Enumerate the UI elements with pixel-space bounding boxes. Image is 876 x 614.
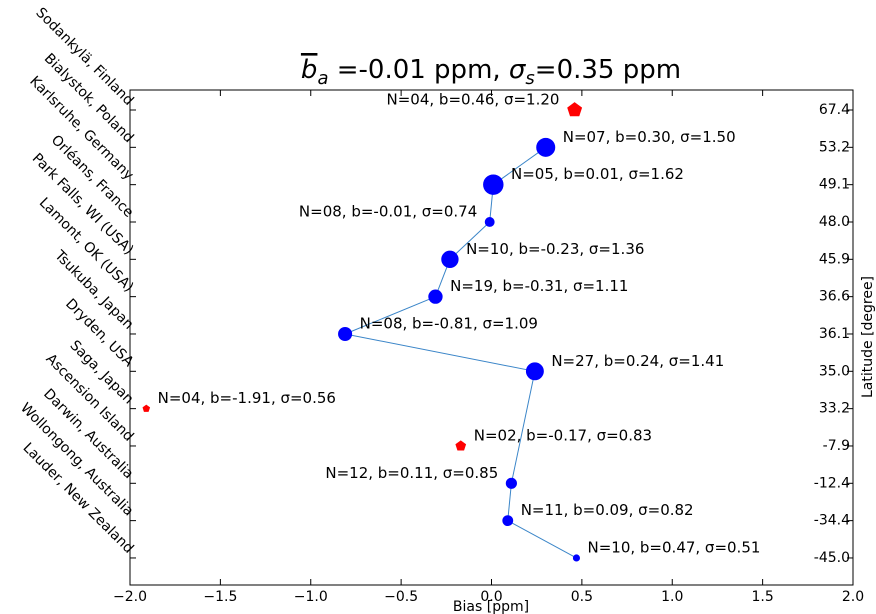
point-label: N=05, b=0.01, σ=1.62 xyxy=(511,165,684,183)
point-label: N=12, b=0.11, σ=0.85 xyxy=(325,464,498,482)
y2-tick-label: 67.4 xyxy=(819,102,850,118)
point-label: N=04, b=0.46, σ=1.20 xyxy=(387,91,560,109)
y2-tick-label: 48.0 xyxy=(819,214,850,230)
title-part: =0.35 ppm xyxy=(535,55,681,85)
connector-line xyxy=(493,146,547,186)
point-label: N=10, b=0.47, σ=0.51 xyxy=(588,538,761,556)
y2-tick-label: 53.2 xyxy=(819,139,850,155)
point xyxy=(502,515,514,527)
point xyxy=(567,102,583,117)
y2-axis-label: Latitude [degree] xyxy=(860,276,876,398)
point-label: N=19, b=-0.31, σ=1.11 xyxy=(450,277,628,295)
title-part: a xyxy=(317,68,328,89)
chart-title: ba =-0.01 ppm, σs=0.35 ppm xyxy=(301,55,681,89)
title-part: =-0.01 ppm, xyxy=(328,55,508,85)
point-label: N=02, b=-0.17, σ=0.83 xyxy=(474,426,652,444)
y2-tick-label: -12.4 xyxy=(814,475,850,491)
point xyxy=(455,440,467,451)
x-tick-label: 0.5 xyxy=(571,589,593,605)
title-part: σ xyxy=(509,55,527,85)
y2-tick-label: 49.1 xyxy=(819,177,850,193)
y2-tick-label: -34.4 xyxy=(814,513,850,529)
point-label: N=08, b=-0.01, σ=0.74 xyxy=(299,202,477,220)
plot-frame xyxy=(129,89,854,586)
point-label: N=08, b=-0.81, σ=1.09 xyxy=(360,314,538,332)
x-tick-label: 2.0 xyxy=(842,589,864,605)
point-label: N=27, b=0.24, σ=1.41 xyxy=(551,352,724,370)
point xyxy=(428,289,443,304)
point-label: N=10, b=-0.23, σ=1.36 xyxy=(466,240,644,258)
point xyxy=(142,404,151,412)
x-axis-label: Bias [ppm] xyxy=(453,599,529,614)
connector-line xyxy=(449,221,491,260)
y2-tick-label: -45.0 xyxy=(814,550,850,566)
connector-line xyxy=(510,371,536,484)
connector-line xyxy=(507,520,577,559)
y2-tick-label: 45.9 xyxy=(819,251,850,267)
point xyxy=(572,554,581,562)
y2-tick-label: 33.2 xyxy=(819,401,850,417)
y2-tick-label: 35.0 xyxy=(819,363,850,379)
x-tick-label: 0.0 xyxy=(480,589,502,605)
title-part: s xyxy=(525,68,534,89)
title-part: b xyxy=(301,55,318,85)
x-tick-label: −1.0 xyxy=(294,589,328,605)
connector-line xyxy=(344,333,535,372)
point-label: N=04, b=-1.91, σ=0.56 xyxy=(158,389,336,407)
x-tick-label: 1.5 xyxy=(751,589,773,605)
y2-tick-label: 36.6 xyxy=(819,289,850,305)
point xyxy=(505,477,517,489)
y2-tick-label: -7.9 xyxy=(823,438,850,454)
point xyxy=(338,326,353,342)
point-label: N=11, b=0.09, σ=0.82 xyxy=(521,501,694,519)
x-tick-label: −0.5 xyxy=(384,589,418,605)
point xyxy=(525,362,544,381)
point-label: N=07, b=0.30, σ=1.50 xyxy=(563,128,736,146)
point xyxy=(484,217,495,227)
connector-line xyxy=(507,483,512,521)
y2-tick-label: 36.1 xyxy=(819,326,850,342)
point xyxy=(441,250,459,268)
x-tick-label: 1.0 xyxy=(661,589,683,605)
point xyxy=(536,137,556,157)
x-tick-label: −1.5 xyxy=(203,589,237,605)
point xyxy=(483,174,504,195)
connector-line xyxy=(344,296,436,335)
x-tick-label: −2.0 xyxy=(113,589,147,605)
